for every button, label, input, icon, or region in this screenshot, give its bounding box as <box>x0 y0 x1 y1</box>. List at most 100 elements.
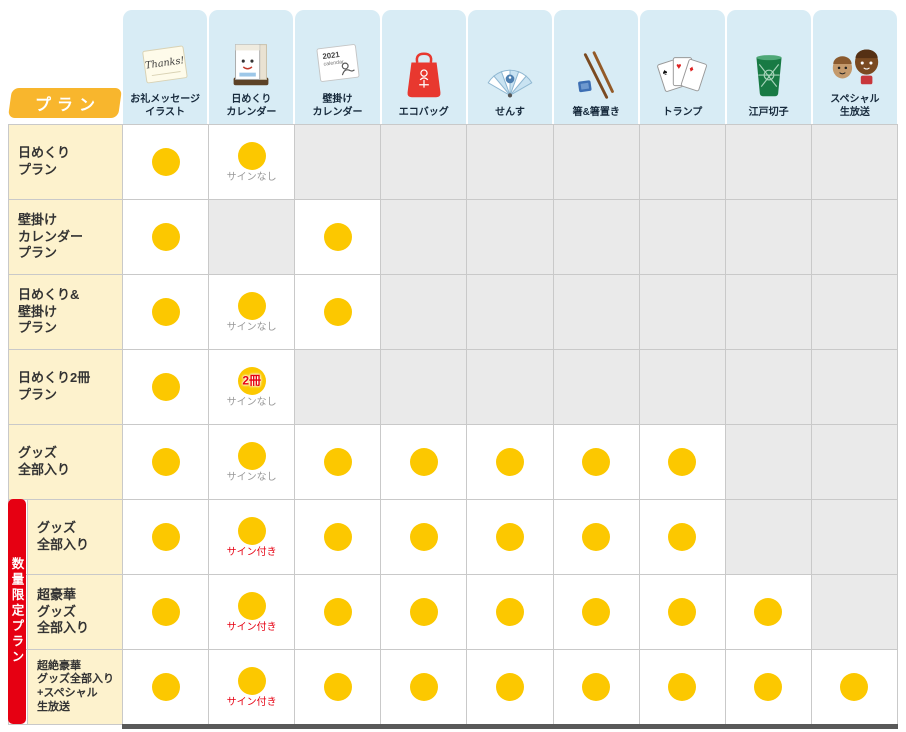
chopsticks-icon <box>567 47 625 105</box>
column-header: 江戸切子 <box>726 10 811 124</box>
matrix-cell <box>295 350 382 425</box>
matrix-cell <box>811 575 898 650</box>
column-header: 2021 calendar 壁掛け カレンダー <box>295 10 380 124</box>
matrix-cell: サイン付き <box>209 650 296 725</box>
matrix-cell <box>123 275 210 350</box>
dot-wrap <box>151 298 180 326</box>
svg-text:Thanks!: Thanks! <box>145 55 186 71</box>
included-dot <box>495 673 524 701</box>
thanks-note-icon: Thanks! <box>136 34 194 92</box>
matrix-cell <box>467 425 554 500</box>
included-dot <box>237 441 266 470</box>
dot-wrap <box>668 673 697 701</box>
column-label: 箸&箸置き <box>572 106 620 118</box>
dot-wrap <box>409 523 438 551</box>
dot-wrap <box>237 591 266 620</box>
signature-note: サインなし <box>226 171 277 183</box>
matrix-cell: サインなし <box>209 275 296 350</box>
column-header: せんす <box>467 10 553 124</box>
matrix-cell <box>295 200 382 275</box>
matrix-cell <box>811 125 898 200</box>
matrix-cell <box>725 350 812 425</box>
matrix-cell <box>639 425 726 500</box>
playing-cards-icon: ♠ ♥ ♦ <box>653 47 711 105</box>
dot-wrap <box>237 291 266 320</box>
included-dot <box>237 666 266 695</box>
matrix-cell <box>725 575 812 650</box>
matrix-cell <box>811 275 898 350</box>
column-header: スペシャル 生放送 <box>812 10 897 124</box>
dot-wrap <box>323 448 352 476</box>
column-label: せんす <box>495 106 525 118</box>
plan-row-label: 超豪華 グッズ 全部入り <box>9 575 123 650</box>
matrix-cell <box>123 350 210 425</box>
dot-wrap <box>409 448 438 476</box>
matrix-cell <box>553 200 640 275</box>
matrix-body: 日めくり プラン サインなし 壁掛け カレンダー プラン 日めくり& 壁掛け プランサ… <box>8 124 898 725</box>
dot-wrap <box>409 598 438 626</box>
matrix-cell <box>123 650 210 725</box>
included-dot <box>495 523 524 551</box>
column-label: 日めくり カレンダー <box>226 94 277 118</box>
column-label: トランプ <box>662 106 703 118</box>
included-dot <box>582 598 611 626</box>
svg-text:2021: 2021 <box>322 50 341 61</box>
matrix-cell <box>295 650 382 725</box>
folding-fan-icon <box>481 47 539 105</box>
matrix-cell <box>639 200 726 275</box>
matrix-cell <box>381 200 468 275</box>
matrix-cell <box>725 425 812 500</box>
dot-wrap <box>582 598 611 626</box>
edo-kiriko-glass-icon <box>740 47 798 105</box>
included-dot <box>151 598 180 626</box>
plan-row-label: 超絶豪華 グッズ全部入り +スペシャル 生放送 <box>9 650 123 725</box>
matrix-cell <box>725 125 812 200</box>
matrix-cell <box>725 275 812 350</box>
matrix-cell <box>295 425 382 500</box>
column-header: エコバッグ <box>381 10 466 124</box>
matrix-cell <box>553 650 640 725</box>
svg-text:♥: ♥ <box>677 61 682 71</box>
dot-wrap <box>151 223 180 251</box>
matrix-cell <box>639 275 726 350</box>
plan-name: グッズ 全部入り <box>27 500 122 574</box>
column-header: ♠ ♥ ♦ トランプ <box>640 10 725 124</box>
matrix-cell <box>467 650 554 725</box>
matrix-cell <box>123 500 210 575</box>
matrix-cell <box>209 200 296 275</box>
matrix-cell <box>381 575 468 650</box>
column-header: 箸&箸置き <box>554 10 639 124</box>
mascots-icon <box>826 34 884 92</box>
plan-row-label: 日めくり2冊 プラン <box>9 350 123 425</box>
included-dot <box>237 366 266 395</box>
dot-wrap <box>151 448 180 476</box>
plan-row-label: グッズ 全部入り <box>9 425 123 500</box>
included-dot <box>323 673 352 701</box>
dot-wrap <box>151 523 180 551</box>
included-dot <box>237 516 266 545</box>
plan-name: 超絶豪華 グッズ全部入り +スペシャル 生放送 <box>27 650 122 724</box>
included-dot <box>409 598 438 626</box>
plan-row-label: 日めくり プラン <box>9 125 123 200</box>
matrix-cell <box>295 275 382 350</box>
plan-name: 日めくり プラン <box>18 145 71 177</box>
svg-text:♠: ♠ <box>661 66 669 77</box>
dot-wrap <box>840 673 869 701</box>
matrix-cell <box>123 575 210 650</box>
matrix-cell <box>639 500 726 575</box>
matrix-cell <box>123 125 210 200</box>
matrix-cell <box>467 275 554 350</box>
matrix-cell <box>725 650 812 725</box>
dot-wrap <box>323 598 352 626</box>
dot-wrap <box>582 448 611 476</box>
matrix-cell <box>553 575 640 650</box>
matrix-cell <box>639 350 726 425</box>
dot-wrap <box>323 523 352 551</box>
svg-text:♦: ♦ <box>688 63 696 74</box>
signature-note: サイン付き <box>226 546 277 558</box>
dot-wrap <box>151 598 180 626</box>
matrix-cell <box>467 350 554 425</box>
dot-wrap <box>323 673 352 701</box>
matrix-cell <box>295 500 382 575</box>
included-dot <box>237 141 266 170</box>
